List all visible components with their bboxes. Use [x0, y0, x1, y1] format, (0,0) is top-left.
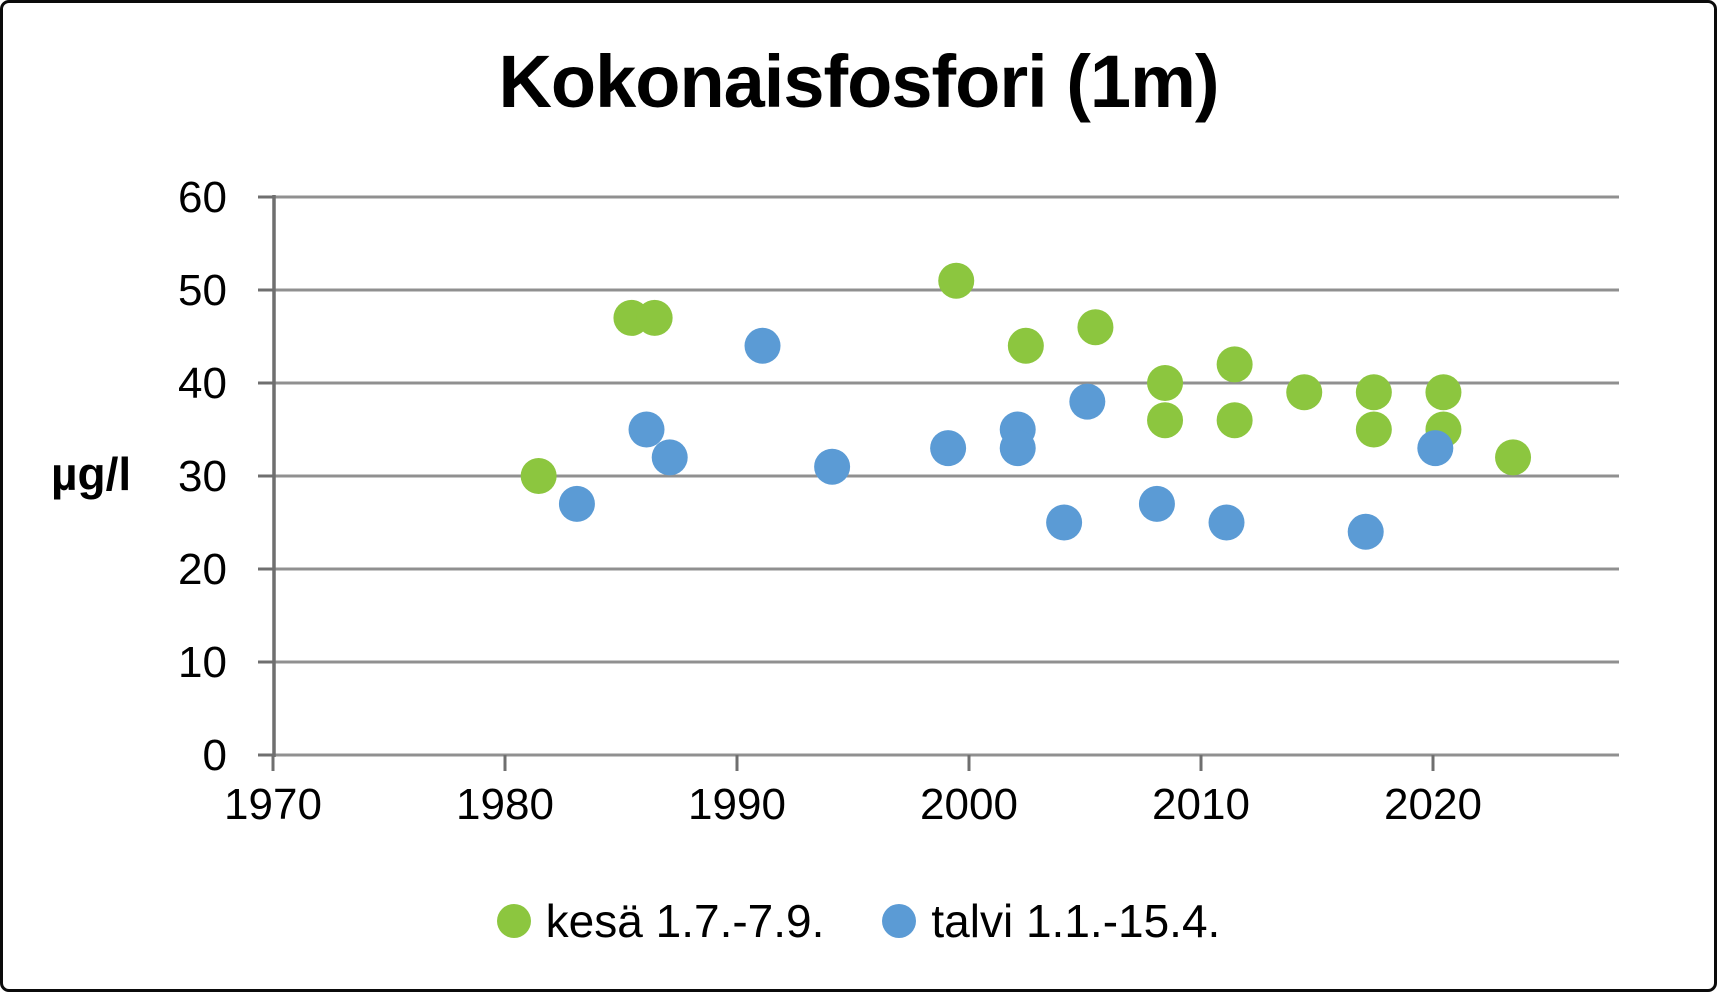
data-point-talvi	[1138, 485, 1175, 522]
data-point-talvi	[1417, 430, 1454, 467]
legend-item-kesa: kesä 1.7.-7.9.	[496, 894, 825, 948]
talvi-series-label: talvi 1.1.-15.4.	[931, 895, 1221, 947]
legend-item-talvi: talvi 1.1.-15.4.	[882, 894, 1220, 948]
kesa-series-label: kesä 1.7.-7.9.	[545, 895, 825, 947]
data-point-talvi	[1347, 513, 1384, 550]
y-tick-label: 60	[178, 173, 227, 222]
y-axis-unit-label: µg/l	[51, 448, 132, 500]
data-point-kesa	[1147, 365, 1184, 401]
data-point-kesa	[1216, 346, 1253, 383]
data-point-kesa	[1007, 327, 1044, 364]
kesa-series-marker-icon	[496, 904, 531, 938]
data-point-kesa	[1147, 402, 1184, 439]
data-point-kesa	[1355, 374, 1392, 411]
data-point-talvi	[1046, 504, 1083, 541]
data-point-kesa	[1286, 374, 1323, 411]
x-tick-label: 1990	[688, 780, 786, 829]
data-point-kesa	[1077, 309, 1114, 346]
x-tick-label: 1980	[456, 780, 554, 829]
x-tick-label: 1970	[224, 780, 322, 829]
y-tick-label: 50	[178, 266, 227, 315]
y-tick-label: 20	[178, 545, 227, 594]
data-point-talvi	[1208, 504, 1245, 541]
data-point-talvi	[999, 430, 1036, 467]
data-point-kesa	[1425, 374, 1462, 411]
data-point-kesa	[636, 299, 673, 336]
data-point-kesa	[1495, 439, 1532, 476]
plot-area: 0 10 20 30 40 50 60 1970 1980 1990 2000 2010 2020	[178, 173, 1619, 829]
x-tick-label: 2020	[1384, 780, 1482, 829]
data-point-talvi	[814, 448, 851, 485]
y-tick-label: 30	[178, 452, 227, 501]
data-point-talvi	[628, 411, 665, 448]
data-point-kesa	[1355, 411, 1392, 448]
data-point-kesa	[938, 262, 975, 299]
chart-title: Kokonaisfosfori (1m)	[498, 40, 1219, 123]
data-point-talvi	[1069, 383, 1106, 420]
y-tick-label: 40	[178, 359, 227, 408]
data-point-talvi	[651, 439, 688, 476]
x-tick-label: 2000	[920, 780, 1018, 829]
legend: kesä 1.7.-7.9. talvi 1.1.-15.4.	[3, 891, 1714, 951]
data-point-talvi	[558, 485, 595, 522]
data-point-talvi	[744, 327, 781, 364]
y-tick-label: 10	[178, 638, 227, 687]
y-tick-label: 0	[203, 731, 227, 780]
data-point-kesa	[520, 458, 557, 494]
data-point-talvi	[930, 430, 967, 467]
x-tick-label: 2010	[1152, 780, 1250, 829]
data-point-kesa	[1216, 402, 1253, 439]
talvi-series-marker-icon	[882, 904, 917, 938]
